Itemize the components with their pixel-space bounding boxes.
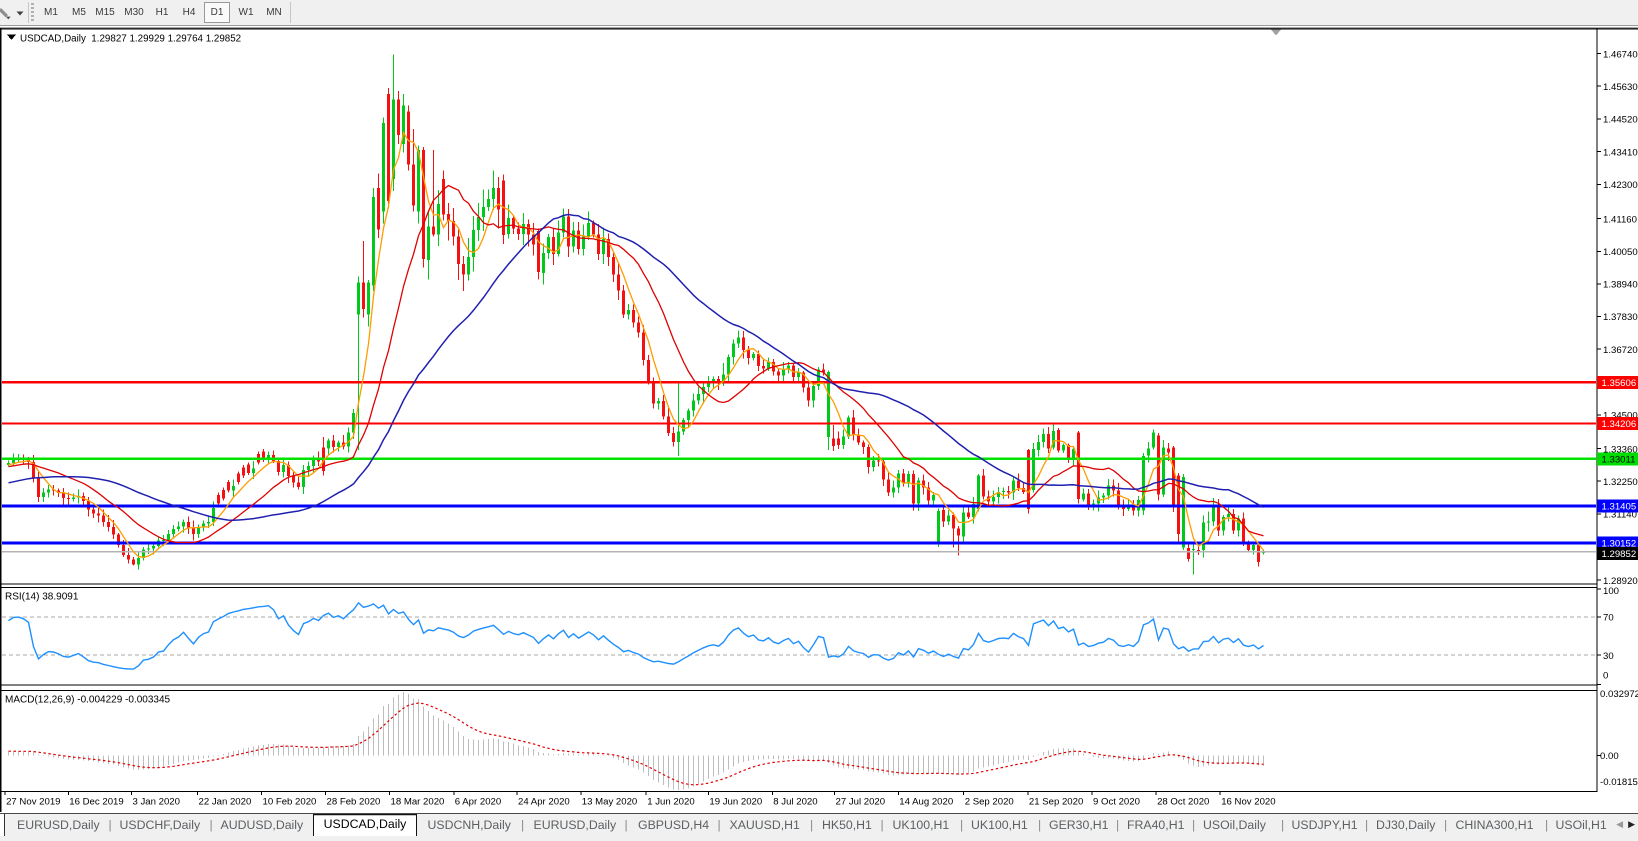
svg-text:1.34206: 1.34206 (1602, 419, 1637, 430)
svg-text:16 Nov 2020: 16 Nov 2020 (1221, 797, 1275, 808)
svg-text:8 Jul 2020: 8 Jul 2020 (773, 797, 817, 808)
svg-text:USDCAD,Daily 1.29827 1.29929: USDCAD,Daily 1.29827 1.29929 1.29764 1.2… (20, 34, 241, 45)
svg-text:28 Feb 2020: 28 Feb 2020 (327, 797, 381, 808)
svg-text:16 Dec 2019: 16 Dec 2019 (69, 797, 123, 808)
svg-text:1.28920: 1.28920 (1603, 576, 1638, 587)
svg-text:1.36720: 1.36720 (1603, 345, 1638, 356)
svg-text:18 Mar 2020: 18 Mar 2020 (391, 797, 445, 808)
svg-text:1.32250: 1.32250 (1603, 477, 1638, 488)
svg-text:1.35606: 1.35606 (1602, 378, 1637, 389)
svg-text:1.45630: 1.45630 (1603, 82, 1638, 93)
svg-text:1.40050: 1.40050 (1603, 247, 1638, 258)
svg-text:2 Sep 2020: 2 Sep 2020 (965, 797, 1014, 808)
svg-text:28 Oct 2020: 28 Oct 2020 (1157, 797, 1209, 808)
svg-text:27 Jul 2020: 27 Jul 2020 (836, 797, 886, 808)
svg-text:1.31140: 1.31140 (1603, 510, 1637, 521)
svg-text:9 Oct 2020: 9 Oct 2020 (1093, 797, 1140, 808)
svg-text:19 Jun 2020: 19 Jun 2020 (709, 797, 762, 808)
svg-text:1.46740: 1.46740 (1603, 49, 1638, 60)
svg-text:1.42300: 1.42300 (1603, 180, 1638, 191)
svg-text:30: 30 (1603, 651, 1614, 662)
svg-text:RSI(14) 38.9091: RSI(14) 38.9091 (5, 592, 79, 603)
svg-text:1.33011: 1.33011 (1602, 454, 1636, 465)
svg-text:14 Aug 2020: 14 Aug 2020 (899, 797, 953, 808)
svg-text:24 Apr 2020: 24 Apr 2020 (518, 797, 570, 808)
svg-text:0.00: 0.00 (1600, 751, 1619, 762)
svg-text:1.34500: 1.34500 (1603, 411, 1638, 422)
svg-text:10 Feb 2020: 10 Feb 2020 (263, 797, 317, 808)
svg-text:22 Jan 2020: 22 Jan 2020 (199, 797, 252, 808)
svg-text:1.33360: 1.33360 (1603, 444, 1638, 455)
svg-text:1.43410: 1.43410 (1603, 147, 1638, 158)
svg-text:1.38940: 1.38940 (1603, 280, 1638, 291)
svg-text:1.44520: 1.44520 (1603, 115, 1638, 126)
svg-text:0: 0 (1603, 670, 1608, 681)
svg-text:6 Apr 2020: 6 Apr 2020 (455, 797, 501, 808)
svg-text:0.032972: 0.032972 (1600, 689, 1638, 700)
svg-text:1.29852: 1.29852 (1602, 549, 1637, 560)
svg-text:21 Sep 2020: 21 Sep 2020 (1029, 797, 1083, 808)
svg-text:3 Jan 2020: 3 Jan 2020 (133, 797, 180, 808)
svg-text:13 May 2020: 13 May 2020 (582, 797, 637, 808)
svg-text:70: 70 (1603, 613, 1614, 624)
svg-text:1.31405: 1.31405 (1602, 502, 1637, 513)
svg-text:1.30152: 1.30152 (1602, 539, 1637, 550)
svg-text:1 Jun 2020: 1 Jun 2020 (647, 797, 694, 808)
svg-text:MACD(12,26,9) -0.004229 -0.003: MACD(12,26,9) -0.004229 -0.003345 (5, 695, 171, 706)
svg-text:1.41160: 1.41160 (1603, 214, 1637, 225)
svg-text:-0.018154: -0.018154 (1600, 777, 1638, 788)
svg-text:100: 100 (1603, 586, 1619, 597)
svg-text:27 Nov 2019: 27 Nov 2019 (6, 797, 60, 808)
svg-text:1.37830: 1.37830 (1603, 312, 1638, 323)
